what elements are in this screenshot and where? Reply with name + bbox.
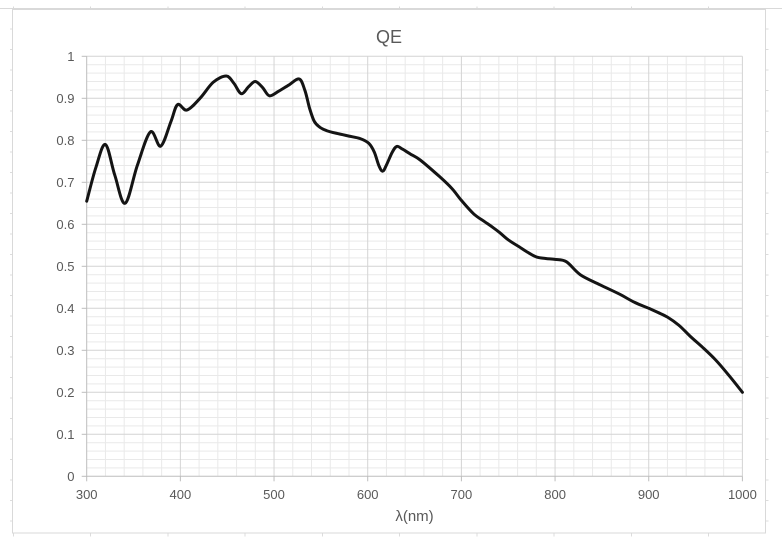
svg-text:600: 600	[357, 487, 379, 502]
svg-text:900: 900	[638, 487, 660, 502]
svg-text:0.2: 0.2	[56, 385, 74, 400]
svg-text:QE: QE	[376, 27, 402, 47]
svg-text:1000: 1000	[728, 487, 757, 502]
svg-text:400: 400	[170, 487, 192, 502]
svg-text:0.6: 0.6	[56, 217, 74, 232]
svg-text:0.8: 0.8	[56, 133, 74, 148]
svg-text:800: 800	[544, 487, 566, 502]
svg-text:0.7: 0.7	[56, 175, 74, 190]
svg-text:1: 1	[67, 49, 74, 64]
svg-text:300: 300	[76, 487, 98, 502]
svg-text:0: 0	[67, 469, 74, 484]
svg-text:λ(nm): λ(nm)	[395, 508, 433, 525]
svg-text:0.4: 0.4	[56, 301, 74, 316]
svg-text:700: 700	[451, 487, 473, 502]
svg-text:500: 500	[263, 487, 285, 502]
svg-text:0.9: 0.9	[56, 91, 74, 106]
svg-text:0.1: 0.1	[56, 427, 74, 442]
svg-text:0.3: 0.3	[56, 343, 74, 358]
svg-text:0.5: 0.5	[56, 259, 74, 274]
